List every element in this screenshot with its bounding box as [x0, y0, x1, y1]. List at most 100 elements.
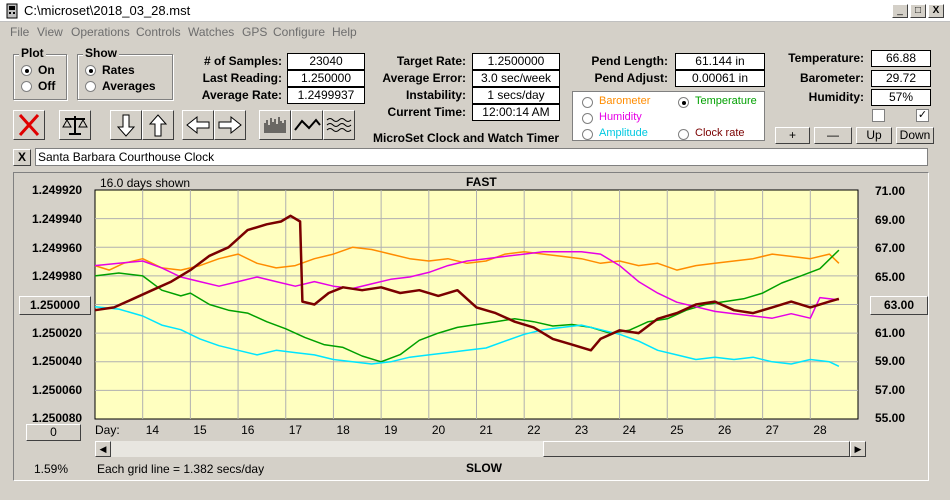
menu-watches[interactable]: Watches — [188, 25, 235, 39]
menu-view[interactable]: View — [37, 25, 63, 39]
menu-help[interactable]: Help — [332, 25, 357, 39]
x-tick-label: 19 — [384, 423, 398, 437]
waveform-icon — [326, 118, 352, 132]
legend-humidity-radio[interactable] — [582, 113, 593, 124]
barometer-label: Barometer: — [799, 71, 864, 85]
x-tick-label: 22 — [527, 423, 541, 437]
series-line-temperature — [94, 249, 840, 363]
slow-label: SLOW — [466, 461, 502, 475]
legend-clock-rate-radio[interactable] — [678, 129, 689, 140]
y-right-tick: 69.00 — [875, 213, 906, 227]
scroll-left-arrow-icon[interactable]: ◀ — [95, 441, 111, 457]
plot-on-label: On — [38, 63, 55, 77]
menu-configure[interactable]: Configure — [273, 25, 326, 39]
x-tick-label: 17 — [288, 423, 303, 437]
histogram-button[interactable] — [259, 110, 291, 140]
chart-series — [94, 214, 840, 367]
x-tick-label: 21 — [479, 423, 493, 437]
checkbox-1[interactable] — [872, 109, 885, 122]
menu-bar: File View Operations Controls Watches GP… — [0, 22, 950, 42]
show-averages-label: Averages — [102, 79, 156, 93]
checkbox-2[interactable]: ✓ — [916, 109, 929, 122]
average-rate-field: 1.2499937 — [287, 87, 365, 104]
y-left-tick: 1.249980 — [32, 269, 83, 283]
pend-adjust-label: Pend Adjust: — [594, 71, 668, 85]
stop-button[interactable] — [13, 110, 45, 140]
app-icon — [4, 3, 20, 19]
title-bar: C:\microset\2018_03_28.mst _ □ X — [0, 0, 950, 22]
x-tick-label: 27 — [765, 423, 779, 437]
left-arrow-button[interactable] — [182, 110, 214, 140]
maximize-button[interactable]: □ — [910, 4, 926, 18]
x-tick-label: 18 — [336, 423, 350, 437]
average-rate-label: Average Rate: — [201, 88, 282, 102]
plus-button[interactable]: + — [775, 127, 810, 144]
series-line-clock-rate — [94, 214, 840, 352]
center-temp-button[interactable]: 63.00 — [870, 296, 928, 315]
menu-gps[interactable]: GPS — [242, 25, 268, 39]
legend-amplitude-radio[interactable] — [582, 129, 593, 140]
series-line-humidity — [94, 251, 839, 319]
x-tick-label: 15 — [193, 423, 207, 437]
legend-clock-rate: Clock rate — [695, 127, 745, 139]
x-tick-label: 25 — [670, 423, 684, 437]
scroll-right-arrow-icon[interactable]: ▶ — [850, 441, 866, 457]
barometer-field: 29.72 — [871, 70, 931, 87]
clock-name-field[interactable]: Santa Barbara Courthouse Clock — [35, 148, 928, 166]
scroll-thumb[interactable] — [543, 441, 850, 457]
temperature-label: Temperature: — [788, 51, 864, 65]
balance-button[interactable] — [59, 110, 91, 140]
up-button[interactable]: Up — [856, 127, 892, 144]
center-rate-button[interactable]: 1.250000 — [19, 296, 91, 315]
minus-button[interactable]: — — [814, 127, 852, 144]
arrow-right-icon — [218, 115, 242, 135]
down-arrow-button[interactable] — [110, 110, 142, 140]
plot-group-title: Plot — [19, 46, 46, 60]
minimize-button[interactable]: _ — [892, 4, 908, 18]
temperature-field: 66.88 — [871, 50, 931, 67]
horizontal-scrollbar[interactable]: ◀ ▶ — [95, 441, 866, 457]
legend-temperature-radio[interactable] — [678, 97, 689, 108]
y-right-tick: 55.00 — [875, 411, 906, 425]
x-tick-label: 14 — [145, 423, 160, 437]
y-right-tick: 59.00 — [875, 354, 906, 368]
red-x-icon — [18, 113, 40, 137]
x-tick-label: 28 — [813, 423, 827, 437]
down-button[interactable]: Down — [896, 127, 934, 144]
legend-box — [572, 91, 765, 141]
current-time-label: Current Time: — [387, 105, 466, 119]
up-arrow-button[interactable] — [142, 110, 174, 140]
menu-operations[interactable]: Operations — [71, 25, 130, 39]
right-arrow-button[interactable] — [214, 110, 246, 140]
legend-humidity: Humidity — [599, 111, 642, 123]
plot-on-radio[interactable] — [21, 65, 32, 76]
arrow-down-icon — [116, 114, 136, 137]
plot-off-radio[interactable] — [21, 81, 32, 92]
line-graph-button[interactable] — [291, 110, 323, 140]
clear-clock-name-button[interactable]: X — [13, 149, 31, 166]
humidity-label: Humidity: — [808, 90, 864, 104]
close-button[interactable]: X — [928, 4, 944, 18]
day-axis-label: Day: — [95, 423, 120, 437]
series-line-barometer — [94, 246, 840, 271]
legend-barometer-radio[interactable] — [582, 97, 593, 108]
plot-off-label: Off — [38, 79, 56, 93]
samples-field: 23040 — [287, 53, 365, 70]
y-left-tick: 1.249940 — [32, 212, 83, 226]
line-graph-icon — [294, 118, 321, 131]
menu-controls[interactable]: Controls — [136, 25, 181, 39]
y-left-tick: 1.250040 — [32, 354, 83, 368]
legend-barometer: Barometer — [599, 95, 651, 107]
chart-grid — [95, 190, 858, 419]
series-line-amplitude — [94, 306, 840, 367]
show-averages-radio[interactable] — [85, 81, 96, 92]
legend-amplitude: Amplitude — [599, 127, 648, 139]
instability-label: Instability: — [405, 88, 466, 102]
waveform-button[interactable] — [323, 110, 355, 140]
average-error-field: 3.0 sec/week — [472, 70, 560, 87]
start-day-button[interactable]: 0 — [26, 424, 81, 441]
chart-panel — [13, 172, 929, 481]
show-rates-radio[interactable] — [85, 65, 96, 76]
current-time-field: 12:00:14 AM — [472, 104, 560, 121]
menu-file[interactable]: File — [10, 25, 30, 39]
